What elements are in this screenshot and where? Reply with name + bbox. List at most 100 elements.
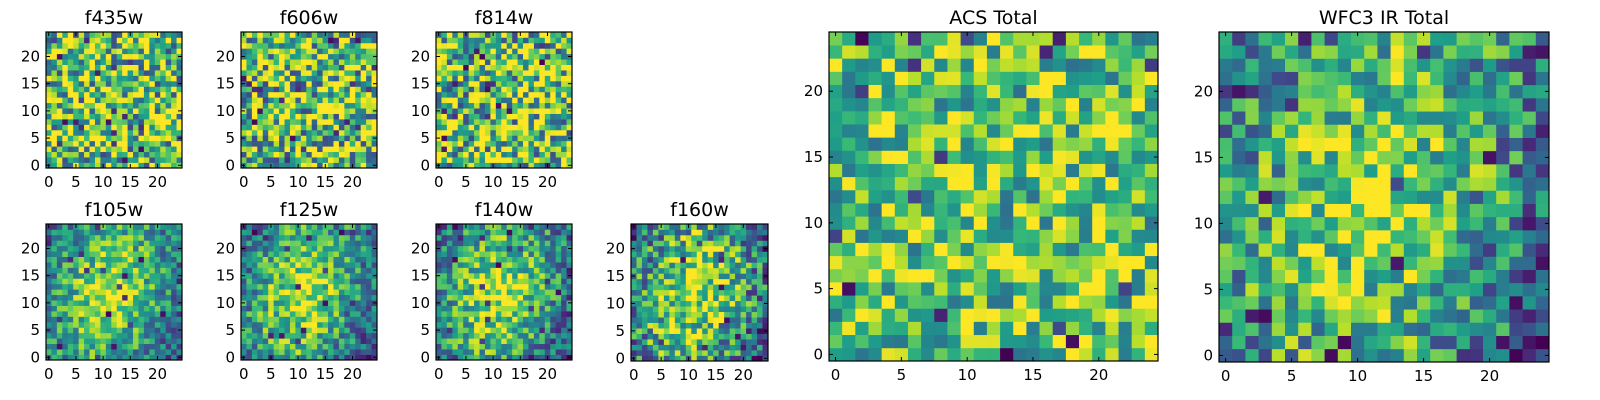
heatmap-cell <box>468 234 475 241</box>
heatmap-cell <box>561 135 567 142</box>
heatmap-cell <box>257 267 264 274</box>
heatmap-cell <box>165 224 172 230</box>
heatmap-cell <box>366 251 372 257</box>
heatmap-cell <box>268 267 274 274</box>
heatmap-cell <box>1118 163 1133 178</box>
heatmap-cell <box>328 294 334 301</box>
heatmap-cell <box>539 316 546 323</box>
heatmap-cell <box>1144 189 1159 204</box>
heatmap-cell <box>349 113 356 120</box>
heatmap-cell <box>561 256 567 263</box>
heatmap-cell <box>691 339 698 345</box>
heatmap-cell <box>561 140 567 147</box>
heatmap-cell <box>512 97 518 104</box>
heatmap-cell <box>176 343 183 350</box>
heatmap-cell <box>555 240 562 247</box>
heatmap-cell <box>295 321 302 328</box>
heatmap-cell <box>333 289 340 296</box>
heatmap-cell <box>842 347 856 362</box>
heatmap-cell <box>51 140 58 147</box>
heatmap-cell <box>262 157 269 163</box>
heatmap-cell <box>663 262 670 269</box>
heatmap-cell <box>338 59 345 65</box>
heatmap-cell <box>501 289 508 296</box>
heatmap-cell <box>366 267 372 274</box>
heatmap-cell <box>300 162 307 169</box>
heatmap-cell <box>322 108 329 114</box>
heatmap-cell <box>652 240 659 247</box>
heatmap-cell <box>262 129 269 136</box>
heatmap-cell <box>512 124 518 131</box>
heatmap-cell <box>539 256 546 263</box>
heatmap-cell <box>561 311 567 317</box>
heatmap-cell <box>127 251 134 257</box>
heatmap-cell <box>501 80 508 87</box>
heatmap-cell <box>479 102 486 109</box>
heatmap-cell <box>680 278 687 285</box>
heatmap-cell <box>566 338 573 345</box>
heatmap-cell <box>51 70 58 76</box>
heatmap-cell <box>295 229 302 236</box>
heatmap-cell <box>371 294 378 301</box>
heatmap-cell <box>171 300 177 306</box>
heatmap-cell <box>51 338 58 345</box>
heatmap-cell <box>436 240 442 247</box>
heatmap-cell <box>894 163 909 178</box>
heatmap-cell <box>707 224 714 230</box>
heatmap-cell <box>973 216 988 230</box>
heatmap-cell <box>921 189 935 204</box>
heatmap-cell <box>973 295 988 309</box>
heatmap-cell <box>257 113 264 120</box>
heatmap-cell <box>517 283 524 290</box>
heatmap-cell <box>241 129 247 136</box>
heatmap-cell <box>251 311 258 317</box>
heatmap-cell <box>138 113 145 120</box>
heatmap-cell <box>555 80 562 87</box>
heatmap-cell <box>344 91 351 98</box>
heatmap-cell <box>94 97 101 104</box>
heatmap-cell <box>349 70 356 76</box>
heatmap-cell <box>94 32 101 38</box>
heatmap-cell <box>165 91 172 98</box>
heatmap-cell <box>446 338 453 345</box>
heatmap-cell <box>105 108 112 114</box>
heatmap-cell <box>105 327 112 334</box>
heatmap-cell <box>289 349 296 355</box>
heatmap-cell <box>474 349 480 355</box>
heatmap-cell <box>894 268 909 283</box>
heatmap-cell <box>463 262 469 268</box>
heatmap-cell <box>268 59 274 65</box>
heatmap-cell <box>484 124 491 131</box>
heatmap-cell <box>246 42 253 49</box>
heatmap-cell <box>94 316 101 323</box>
heatmap-cell <box>105 229 112 236</box>
heatmap-cell <box>262 75 269 82</box>
heatmap-cell <box>762 344 769 351</box>
heatmap-cell <box>133 245 139 252</box>
heatmap-cell <box>333 278 340 285</box>
heatmap-cell <box>122 70 128 76</box>
heatmap-cell <box>355 113 362 120</box>
y-tick-label: 10 <box>21 294 40 312</box>
heatmap-cell <box>111 262 118 268</box>
heatmap-cell <box>111 119 118 125</box>
heatmap-cell <box>729 289 736 296</box>
heatmap-cell <box>160 343 167 350</box>
heatmap-cell <box>441 97 448 104</box>
heatmap-cell <box>718 224 725 230</box>
heatmap-cell <box>154 80 161 87</box>
heatmap-cell <box>338 305 345 312</box>
heatmap-cell <box>273 113 280 120</box>
heatmap-cell <box>512 332 518 339</box>
heatmap-cell <box>73 229 79 236</box>
heatmap-cell <box>702 245 709 252</box>
heatmap-cell <box>160 272 167 279</box>
heatmap-cell <box>1079 176 1093 191</box>
heatmap-cell <box>484 240 491 247</box>
heatmap-cell <box>306 349 313 355</box>
heatmap-cell <box>452 245 459 252</box>
heatmap-cell <box>289 135 296 142</box>
heatmap-cell <box>436 42 442 49</box>
heatmap-cell <box>544 256 551 263</box>
heatmap-cell <box>333 59 340 65</box>
